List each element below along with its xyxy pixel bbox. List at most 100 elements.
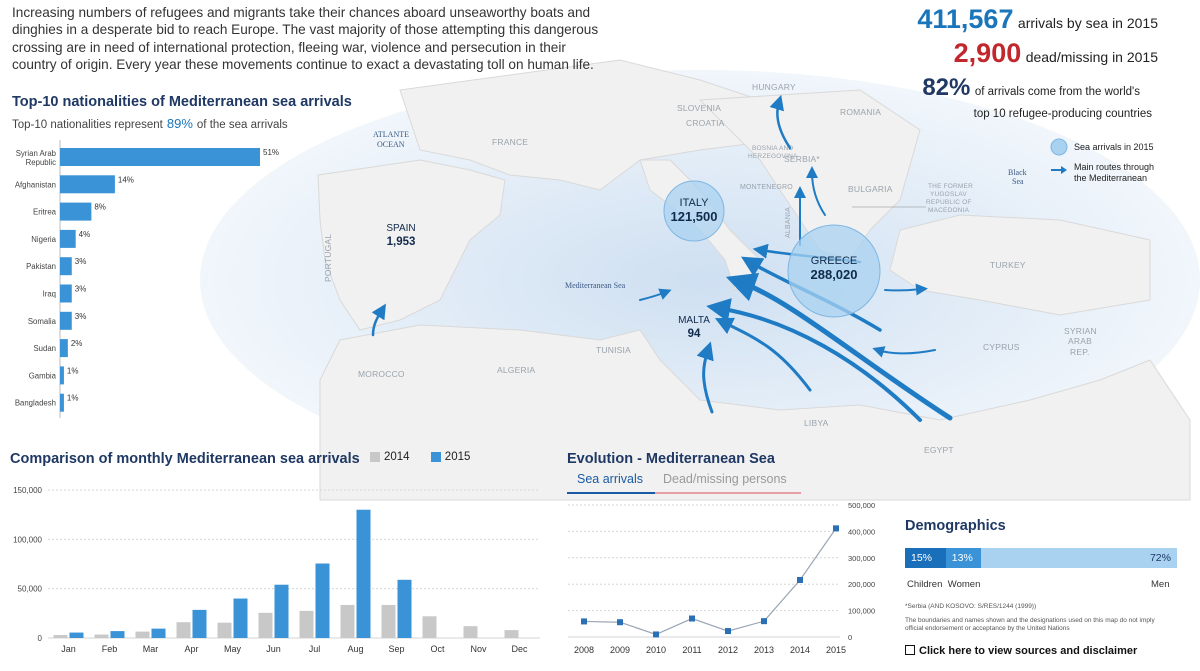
legend-label-2015: 2015	[444, 451, 471, 463]
route-arrow	[696, 341, 714, 414]
demographics-title: Demographics	[905, 518, 1006, 534]
top10-category-label: Republic	[26, 158, 56, 167]
country-label: HUNGARY	[752, 82, 796, 92]
evolution-xtick-label: 2011	[682, 645, 701, 655]
arrivals-stat: 411,567 arrivals by sea in 2015	[917, 4, 1158, 35]
country-label: SLOVENIA	[677, 103, 721, 113]
top10-category-label: Eritrea	[33, 208, 57, 217]
monthly-bar-2015	[69, 632, 84, 638]
monthly-ytick-label: 100,000	[13, 535, 42, 544]
top10-bar	[60, 311, 72, 330]
monthly-xtick-label: Aug	[347, 644, 363, 654]
country-label: CROATIA	[686, 118, 725, 128]
top10-bar	[60, 229, 76, 248]
demographics-label: Men	[1151, 579, 1170, 590]
pct-number: 82%	[922, 74, 971, 101]
evolution-point	[617, 619, 623, 626]
evolution-ytick-label: 400,000	[848, 527, 875, 536]
country-label: HERZEGOVINA	[748, 153, 798, 160]
evolution-point	[581, 618, 587, 625]
top10-category-label: Afghanistan	[15, 180, 56, 189]
top10-subtitle-text: Top-10 nationalities represent	[12, 119, 163, 131]
monthly-xtick-label: May	[224, 644, 242, 654]
top10-value-label: 14%	[118, 175, 134, 184]
arrival-circles: ITALY 121,500 GREECE 288,020 SPAIN 1,953…	[386, 180, 881, 340]
monthly-bar-2015	[397, 579, 412, 638]
top10-category-label: Nigeria	[31, 235, 56, 244]
monthly-bar-2014	[381, 604, 396, 638]
footnote-boundaries: The boundaries and names shown and the d…	[905, 617, 1155, 632]
top10-category-label: Syrian Arab	[16, 149, 57, 158]
route-arrow	[769, 94, 792, 150]
intro-paragraph: Increasing numbers of refugees and migra…	[12, 5, 599, 73]
monthly-bar-2015	[151, 628, 166, 638]
country-label: MACEDONIA	[928, 207, 970, 214]
dead-stat: 2,900 dead/missing in 2015	[954, 38, 1158, 69]
circle-label: ITALY	[680, 197, 710, 209]
sea-labels: ATLANTE OCEAN Mediterranean Sea Black Se…	[373, 130, 1027, 290]
monthly-ytick-label: 150,000	[13, 486, 42, 495]
demographics-segment: 15%	[905, 548, 946, 568]
monthly-xtick-label: Jul	[309, 644, 321, 654]
top10-bar	[60, 148, 260, 166]
evolution-ytick-label: 0	[848, 633, 852, 642]
tab-dead-missing[interactable]: Dead/missing persons	[655, 472, 801, 494]
country-label: BOSNIA AND	[752, 145, 793, 152]
evolution-ytick-label: 200,000	[848, 580, 875, 589]
sea-label: OCEAN	[377, 140, 405, 149]
legend-circle-row: Sea arrivals in 2015	[1050, 138, 1190, 158]
tab-sea-arrivals[interactable]: Sea arrivals	[567, 472, 655, 494]
route-arrow	[872, 346, 936, 358]
monthly-bar-2014	[176, 622, 191, 638]
arrivals-number: 411,567	[917, 4, 1014, 34]
footnote-serbia: *Serbia (AND KOSOVO: S/RES/1244 (1999))	[905, 603, 1037, 610]
route-arrow	[714, 317, 812, 392]
top10-value-label: 51%	[263, 148, 279, 157]
legend-route-label: Main routes through	[1074, 162, 1155, 172]
evolution-xtick-label: 2014	[790, 645, 810, 655]
evolution-ytick-label: 300,000	[848, 554, 875, 563]
evolution-xtick-label: 2015	[826, 645, 846, 655]
sea-label: Sea	[1012, 177, 1024, 186]
country-labels: HUNGARY ROMANIA SLOVENIA CROATIA BOSNIA …	[323, 82, 1097, 455]
dead-number: 2,900	[953, 38, 1022, 68]
evolution-xtick-label: 2010	[646, 645, 666, 655]
country-label: REP.	[1070, 347, 1090, 357]
evolution-xtick-label: 2009	[610, 645, 630, 655]
monthly-xtick-label: Feb	[102, 644, 118, 654]
monthly-legend: 2014 2015	[370, 451, 470, 463]
monthly-bar-2015	[192, 609, 207, 638]
monthly-bar-2015	[315, 563, 330, 638]
monthly-xtick-label: Oct	[430, 644, 445, 654]
country-label: LIBYA	[804, 418, 829, 428]
pct-label: of arrivals come from the world's	[974, 86, 1140, 98]
top10-category-label: Sudan	[33, 344, 56, 353]
monthly-ytick-label: 50,000	[18, 585, 43, 594]
country-label: YUGOSLAV	[930, 191, 967, 198]
evolution-xtick-label: 2012	[718, 645, 738, 655]
country-label: TURKEY	[990, 260, 1026, 270]
route-arrow	[371, 303, 386, 337]
country-label: ALGERIA	[497, 365, 535, 375]
top10-category-label: Iraq	[43, 290, 56, 299]
top10-bar	[60, 366, 64, 385]
monthly-chart: 0 50,000 100,000 150,000 Jan Feb Mar Apr May Jun J…	[13, 486, 540, 654]
country-label: BULGARIA	[848, 184, 893, 194]
greece-circle	[787, 224, 881, 318]
country-label: FRANCE	[492, 137, 528, 147]
external-link-icon	[905, 645, 915, 655]
route-arrow	[806, 166, 826, 216]
evolution-point	[725, 628, 731, 635]
evolution-chart: 0 100,000 200,000 300,000 400,000 500,000 2008…	[568, 501, 875, 655]
monthly-xtick-label: Sep	[388, 644, 404, 654]
monthly-ytick-label: 0	[38, 634, 43, 643]
top10-bar	[60, 284, 72, 303]
top10-category-label: Somalia	[28, 317, 57, 326]
country-label: ROMANIA	[840, 107, 881, 117]
monthly-bar-2014	[94, 634, 109, 638]
monthly-bar-2014	[258, 612, 273, 638]
sources-disclaimer-link[interactable]: Click here to view sources and disclaime…	[905, 645, 1137, 657]
top10-bar	[60, 175, 115, 194]
legend-label-2014: 2014	[384, 451, 410, 463]
country-label: ARAB	[1068, 336, 1092, 346]
